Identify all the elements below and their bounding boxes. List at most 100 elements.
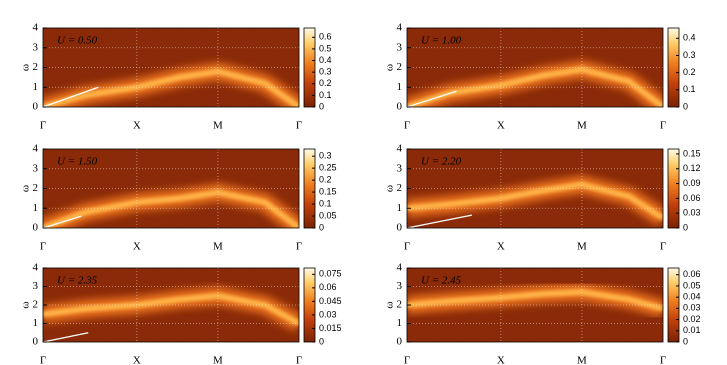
plot-area (407, 28, 663, 107)
colorbar-tick-label: 0.1 (683, 84, 696, 94)
colorbar-tick-label: 0.2 (319, 78, 332, 88)
plot-frame (42, 27, 300, 108)
spectral-band (43, 292, 299, 327)
x-tick-label: M (577, 241, 587, 253)
colorbar: 0 0.03 0.06 0.09 0.12 0.15 (667, 148, 701, 232)
plot-area (407, 149, 663, 228)
y-axis-label: ω (20, 185, 32, 192)
colorbar-tick-label: 0.02 (683, 314, 701, 324)
y-tick-label: 4 (397, 262, 403, 274)
colorbar-tick-label: 0.045 (319, 296, 342, 306)
linear-line (43, 215, 82, 228)
colorbar-gradient (303, 267, 316, 343)
colorbar-tick-label: 0 (319, 222, 324, 232)
colorbar-gradient (667, 148, 680, 229)
colorbar-tick-label: 0.05 (319, 210, 337, 220)
y-tick-label: 2 (33, 61, 39, 73)
colorbar: 00.010.020.030.04 0.050.06 (667, 267, 701, 346)
colorbar-gradient (303, 148, 316, 229)
plot-frame (42, 148, 300, 229)
y-tick-label: 4 (33, 262, 39, 274)
y-tick-label: 1 (33, 202, 39, 214)
spectral-band (43, 189, 299, 228)
linear-line (407, 214, 472, 228)
y-tick-label: 1 (397, 317, 403, 329)
colorbar-tick-label: 0.03 (319, 309, 337, 319)
y-tick-label: 0 (397, 222, 403, 234)
panel-title: U = 2.35 (57, 275, 98, 287)
plot-area (43, 149, 299, 228)
x-tick-label: X (497, 355, 505, 365)
y-tick-label: 0 (33, 336, 39, 348)
y-axis-label: ω (20, 64, 32, 71)
colorbar-tick-label: 0 (683, 222, 688, 232)
linear-line (43, 86, 99, 107)
colorbar-tick-label: 0.03 (683, 303, 701, 313)
x-tick-label: Γ (660, 120, 666, 132)
y-tick-label: 2 (397, 61, 403, 73)
panel-title: U = 2.45 (421, 275, 462, 287)
colorbar-gradient (667, 27, 680, 108)
colorbar-tick-label: 0.03 (683, 208, 701, 218)
colorbar-tick-label: 0.05 (683, 280, 701, 290)
colorbar-tick-label: 0.4 (683, 33, 696, 43)
x-tick-label: Γ (296, 355, 302, 365)
y-tick-label: 3 (33, 162, 39, 174)
spectral-band (43, 68, 299, 107)
colorbar-tick-label: 0.25 (319, 163, 337, 173)
y-tick-label: 3 (33, 41, 39, 53)
spectral-band (407, 181, 663, 221)
y-tick-label: 2 (33, 299, 39, 311)
spectral-band (407, 289, 663, 312)
colorbar-tick-label: 0.12 (683, 163, 701, 173)
y-axis-label: ω (20, 301, 32, 308)
y-tick-label: 0 (33, 101, 39, 113)
linear-line (43, 332, 89, 342)
colorbar-tick-label: 0.1 (319, 198, 332, 208)
y-tick-label: 3 (33, 280, 39, 292)
colorbar-tick-label: 0.015 (319, 323, 342, 333)
x-tick-label: M (577, 120, 587, 132)
x-tick-label: M (213, 355, 223, 365)
x-tick-label: Γ (404, 241, 410, 253)
y-axis-label: ω (384, 185, 396, 192)
plot-frame (406, 27, 664, 108)
y-tick-label: 2 (33, 182, 39, 194)
y-tick-label: 1 (397, 81, 403, 93)
colorbar-tick-label: 0 (683, 101, 688, 111)
panel: 0 1 2 3 4 Γ X M Γ U = 1.50 ω 0 0.05 0.1 0.15 0.20.25 0.3 (20, 143, 337, 253)
colorbar-tick-label: 0.6 (319, 32, 332, 42)
panel-title: U = 1.50 (57, 156, 98, 168)
y-tick-label: 1 (33, 81, 39, 93)
y-tick-label: 4 (33, 22, 39, 34)
colorbar-tick-label: 0.06 (683, 193, 701, 203)
x-tick-label: Γ (660, 355, 666, 365)
y-tick-label: 3 (397, 280, 403, 292)
y-axis-label: ω (384, 64, 396, 71)
x-tick-label: Γ (296, 241, 302, 253)
colorbar-tick-label: 0.01 (683, 325, 701, 335)
panel: 0 1 2 3 4 Γ X M Γ U = 1.00 ω 0 0.1 0.2 0.3 0.4 (384, 22, 696, 132)
x-tick-label: M (577, 355, 587, 365)
x-tick-label: Γ (296, 120, 302, 132)
colorbar-gradient (303, 27, 316, 108)
y-tick-label: 4 (397, 143, 403, 155)
colorbar-tick-label: 0.15 (683, 148, 701, 158)
colorbar-tick-label: 0.09 (683, 178, 701, 188)
colorbar: 0 0.015 0.03 0.045 0.06 0.075 (303, 267, 342, 346)
y-tick-label: 4 (33, 143, 39, 155)
x-tick-label: X (133, 241, 141, 253)
y-tick-label: 4 (397, 22, 403, 34)
colorbar-tick-label: 0 (683, 336, 688, 346)
colorbar-tick-label: 0.1 (319, 90, 332, 100)
x-tick-label: X (497, 241, 505, 253)
colorbar-tick-label: 0 (319, 101, 324, 111)
x-tick-label: Γ (40, 241, 46, 253)
x-tick-label: X (133, 120, 141, 132)
colorbar-tick-label: 0.4 (319, 55, 332, 65)
y-tick-label: 2 (397, 182, 403, 194)
x-tick-label: Γ (404, 120, 410, 132)
panel-title: U = 2.20 (421, 156, 462, 168)
